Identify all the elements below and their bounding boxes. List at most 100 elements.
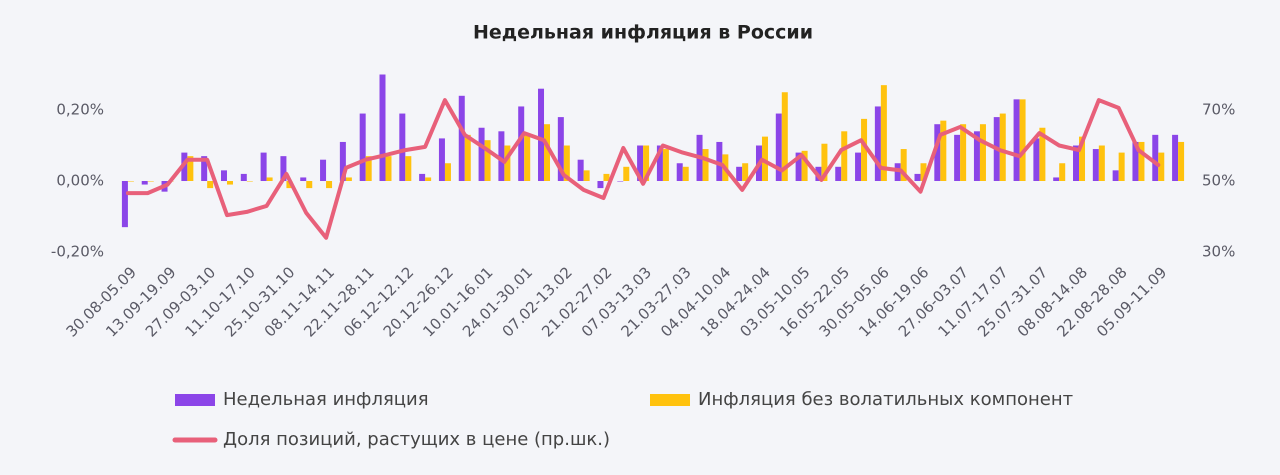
bar <box>1138 141 1145 181</box>
bar <box>781 92 788 181</box>
bar <box>286 181 293 189</box>
bar <box>121 181 128 228</box>
bar <box>861 118 868 181</box>
bar <box>914 173 921 181</box>
bar <box>900 149 907 181</box>
bar <box>419 173 426 181</box>
bar <box>464 134 471 181</box>
bar <box>518 106 525 181</box>
bar <box>855 152 862 181</box>
bar <box>841 131 848 181</box>
bar <box>405 156 412 181</box>
legend-label: Инфляция без волатильных компонент <box>698 389 1073 410</box>
bar <box>742 163 749 181</box>
bar <box>874 106 881 181</box>
bar <box>1073 145 1080 181</box>
bar <box>682 166 689 181</box>
bar <box>141 181 148 185</box>
bar <box>1118 152 1125 181</box>
bar <box>617 181 624 182</box>
bar <box>583 170 590 181</box>
legend-swatch <box>650 394 690 406</box>
bar <box>1092 149 1099 181</box>
bar <box>1158 152 1165 181</box>
bar <box>656 145 663 181</box>
bar <box>1013 99 1020 181</box>
bar <box>538 88 545 181</box>
bar <box>498 131 505 181</box>
bar <box>637 145 644 181</box>
bar <box>880 85 887 181</box>
bar <box>999 113 1006 181</box>
bar <box>577 159 584 181</box>
bar <box>821 143 828 181</box>
bar <box>345 177 352 181</box>
y2-tick-label: 50% <box>1202 172 1235 190</box>
bar <box>385 156 392 181</box>
bar <box>1079 136 1086 181</box>
bar <box>458 95 465 181</box>
bar <box>1039 127 1046 181</box>
bar <box>544 124 551 181</box>
y2-tick-label: 70% <box>1202 101 1235 119</box>
bar <box>379 74 386 181</box>
legend-label: Недельная инфляция <box>223 389 429 410</box>
bar <box>801 150 808 181</box>
bar <box>716 141 723 181</box>
bar <box>775 113 782 181</box>
bar <box>894 163 901 181</box>
bar <box>835 166 842 181</box>
bar <box>240 173 247 181</box>
bar <box>1178 141 1185 181</box>
bar <box>365 156 372 181</box>
bar <box>266 177 273 181</box>
bar <box>761 136 768 181</box>
bar <box>960 124 967 181</box>
bar <box>306 181 313 189</box>
bar <box>623 166 630 181</box>
bar <box>187 156 194 181</box>
bar <box>478 127 485 181</box>
bar <box>260 152 267 181</box>
bar <box>1112 170 1119 181</box>
bar <box>940 120 947 181</box>
bar <box>954 134 961 181</box>
bar <box>504 145 511 181</box>
bar <box>280 156 287 181</box>
bar <box>795 152 802 181</box>
bar <box>207 181 214 189</box>
line <box>125 98 1161 240</box>
bar <box>181 152 188 181</box>
bar <box>1098 145 1105 181</box>
bar <box>444 163 451 181</box>
legend-label: Доля позиций, растущих в цене (пр.шк.) <box>223 429 610 450</box>
bar <box>563 145 570 181</box>
bar <box>1172 134 1179 181</box>
bar <box>603 173 610 181</box>
y-tick-label: -0,20% <box>51 243 104 261</box>
y-tick-label: 0,00% <box>56 172 104 190</box>
bar <box>676 163 683 181</box>
bar <box>1132 141 1139 181</box>
bar <box>246 181 253 182</box>
bar <box>1059 163 1066 181</box>
y-tick-label: 0,20% <box>56 101 104 119</box>
bar <box>973 131 980 181</box>
bar <box>1019 99 1026 181</box>
bar <box>300 177 307 181</box>
bar <box>359 113 366 181</box>
chart-title: Недельная инфляция в России <box>473 22 813 44</box>
bar <box>484 140 491 181</box>
bar <box>147 181 154 182</box>
bar <box>425 177 432 181</box>
bar <box>934 124 941 181</box>
bar <box>702 149 709 181</box>
y2-tick-label: 30% <box>1202 243 1235 261</box>
bar <box>438 138 445 181</box>
bar <box>127 181 134 182</box>
bar <box>339 141 346 181</box>
bar <box>220 170 227 181</box>
bar <box>979 124 986 181</box>
bar <box>399 113 406 181</box>
